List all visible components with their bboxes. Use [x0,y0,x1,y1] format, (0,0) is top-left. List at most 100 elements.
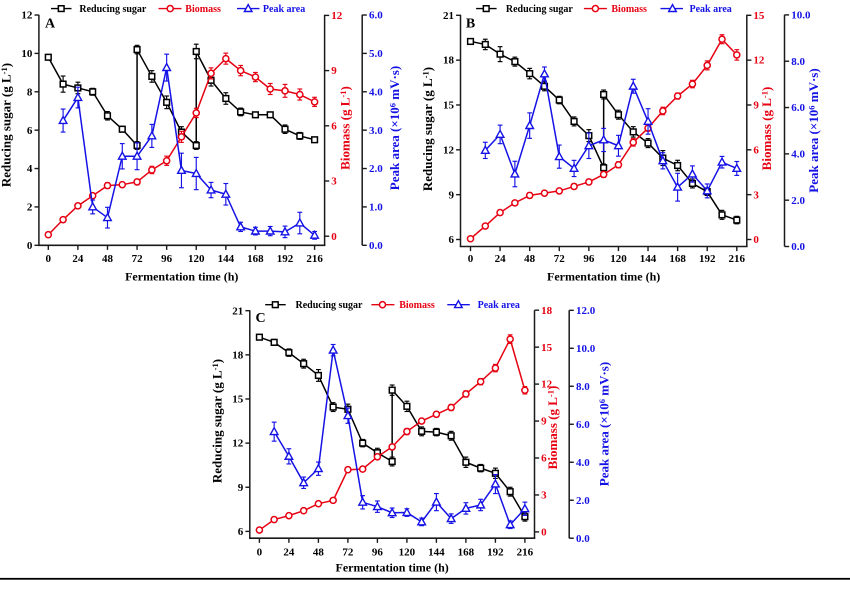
svg-text:216: 216 [517,547,534,559]
svg-text:24: 24 [283,547,295,559]
svg-text:4.0: 4.0 [576,457,590,469]
svg-text:Peak area: Peak area [478,300,520,311]
svg-text:Peak area (×106 mV·s): Peak area (×106 mV·s) [387,66,402,190]
svg-text:6.0: 6.0 [369,10,383,22]
svg-text:72: 72 [342,547,354,559]
svg-text:192: 192 [487,547,504,559]
svg-text:21: 21 [232,305,243,317]
svg-text:0: 0 [257,547,263,559]
svg-text:10.0: 10.0 [791,10,811,22]
svg-text:96: 96 [372,547,384,559]
svg-text:0: 0 [46,253,52,265]
svg-text:6: 6 [238,526,244,538]
svg-text:216: 216 [306,253,323,265]
svg-text:216: 216 [729,253,746,265]
svg-text:144: 144 [218,253,235,265]
svg-text:Reducing sugar: Reducing sugar [79,4,147,15]
svg-text:A: A [45,16,56,31]
svg-text:9: 9 [331,65,337,77]
svg-text:4: 4 [27,163,33,175]
svg-text:B: B [466,16,475,31]
svg-text:96: 96 [583,253,595,265]
svg-text:3: 3 [541,490,547,502]
svg-text:18: 18 [232,349,244,361]
svg-text:192: 192 [699,253,716,265]
svg-text:8.0: 8.0 [576,381,590,393]
svg-text:2.0: 2.0 [576,495,590,507]
svg-text:Reducing sugar: Reducing sugar [296,300,364,311]
svg-text:Fermentation time (h): Fermentation time (h) [125,269,238,283]
svg-text:0.0: 0.0 [369,240,383,252]
svg-text:1.0: 1.0 [369,202,383,214]
svg-text:5.0: 5.0 [369,48,383,60]
svg-text:0: 0 [541,527,547,539]
svg-text:3: 3 [753,189,759,201]
svg-text:168: 168 [458,547,475,559]
svg-text:10: 10 [21,48,33,60]
svg-text:6: 6 [27,125,33,137]
svg-text:12: 12 [443,144,455,156]
svg-text:120: 120 [399,547,416,559]
svg-text:21: 21 [443,10,454,22]
svg-text:Peak area (×106 mV·s): Peak area (×106 mV·s) [597,362,612,486]
svg-text:9: 9 [449,189,455,201]
svg-text:Peak area (×106 mV·s): Peak area (×106 mV·s) [806,68,821,192]
svg-text:12: 12 [232,438,244,450]
svg-text:Fermentation time (h): Fermentation time (h) [336,560,449,574]
svg-text:Reducing sugar (g L-1): Reducing sugar (g L-1) [0,63,14,187]
svg-text:15: 15 [232,394,244,406]
svg-text:72: 72 [554,253,566,265]
svg-text:6.0: 6.0 [576,419,590,431]
svg-text:3.0: 3.0 [369,125,383,137]
svg-text:9: 9 [238,482,244,494]
svg-text:18: 18 [443,55,455,67]
svg-text:4.0: 4.0 [791,148,805,160]
svg-text:6: 6 [753,144,759,156]
svg-text:Biomass: Biomass [611,4,647,15]
svg-text:0: 0 [27,240,33,252]
svg-text:4.0: 4.0 [369,86,383,98]
svg-text:0: 0 [331,231,337,243]
svg-text:6: 6 [541,453,547,465]
svg-text:168: 168 [669,253,686,265]
svg-text:12: 12 [21,10,33,22]
svg-text:Biomass: Biomass [185,4,221,15]
svg-text:Fermentation time (h): Fermentation time (h) [547,269,660,283]
svg-text:0.0: 0.0 [791,241,805,253]
svg-text:6: 6 [449,234,455,246]
svg-text:15: 15 [443,100,455,112]
svg-text:Biomass (g L-1): Biomass (g L-1) [545,386,560,470]
svg-text:6: 6 [331,120,337,132]
svg-text:2.0: 2.0 [791,195,805,207]
svg-text:120: 120 [188,253,205,265]
svg-text:18: 18 [541,305,553,317]
svg-text:120: 120 [610,253,627,265]
svg-text:48: 48 [524,253,536,265]
svg-text:6.0: 6.0 [791,102,805,114]
svg-text:72: 72 [132,253,144,265]
svg-text:12: 12 [753,55,765,67]
svg-text:144: 144 [640,253,657,265]
svg-text:0: 0 [468,253,474,265]
svg-text:24: 24 [72,253,84,265]
svg-text:Biomass (g L-1): Biomass (g L-1) [759,87,774,171]
svg-text:3: 3 [331,176,337,188]
svg-text:Reducing sugar: Reducing sugar [506,4,574,15]
svg-text:96: 96 [161,253,173,265]
svg-text:48: 48 [102,253,114,265]
svg-text:9: 9 [753,100,759,112]
svg-text:2.0: 2.0 [369,163,383,175]
svg-text:48: 48 [313,547,325,559]
svg-text:9: 9 [541,416,547,428]
svg-text:12: 12 [541,379,553,391]
svg-text:12.0: 12.0 [576,305,596,317]
svg-text:8: 8 [27,86,33,98]
svg-text:10.0: 10.0 [576,343,596,355]
svg-text:Biomass: Biomass [399,300,435,311]
svg-text:0: 0 [753,234,759,246]
svg-text:15: 15 [753,10,765,22]
svg-text:C: C [255,311,265,326]
svg-text:12: 12 [331,10,343,22]
svg-text:15: 15 [541,342,553,354]
svg-text:8.0: 8.0 [791,56,805,68]
